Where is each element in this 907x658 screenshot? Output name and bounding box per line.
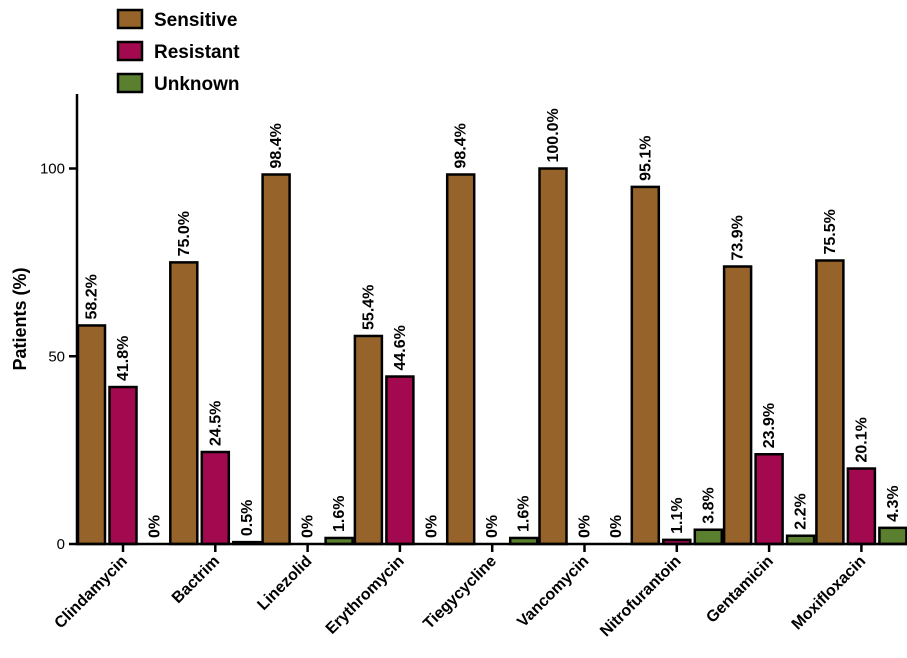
x-tick-label-moxifloxacin: Moxifloxacin	[789, 553, 870, 634]
x-tick-label-vancomycin: Vancomycin	[514, 553, 592, 631]
x-tick-label-linezolid: Linezolid	[254, 553, 315, 614]
data-label-sensitive-nitrofurantoin: 95.1%	[637, 136, 654, 181]
legend-swatch-sensitive	[116, 8, 144, 30]
legend-label-unknown: Unknown	[154, 74, 240, 95]
data-label-sensitive-clindamycin: 58.2%	[84, 274, 101, 319]
data-label-resistant-bactrim: 24.5%	[207, 401, 224, 446]
data-label-unknown-nitrofurantoin: 3.8%	[700, 487, 717, 523]
data-label-unknown-bactrim: 0.5%	[239, 500, 256, 536]
data-label-resistant-nitrofurantoin: 1.1%	[669, 497, 686, 533]
x-tick-label-nitrofurantoin: Nitrofurantoin	[597, 553, 684, 640]
data-label-sensitive-tiegycycline: 98.4%	[453, 123, 470, 168]
data-label-unknown-erythromycin: 0%	[423, 515, 440, 538]
data-label-unknown-clindamycin: 0%	[147, 515, 164, 538]
bar-resistant-erythromycin	[385, 375, 415, 546]
bar-sensitive-erythromycin	[353, 334, 384, 546]
y-tick-label-0: 0	[57, 536, 65, 553]
data-label-unknown-tiegycycline: 1.6%	[516, 496, 533, 532]
legend-label-sensitive: Sensitive	[154, 10, 237, 31]
data-label-unknown-moxifloxacin: 4.3%	[885, 485, 902, 521]
bar-sensitive-clindamycin	[76, 324, 107, 546]
bar-sensitive-vancomycin	[538, 167, 568, 546]
data-label-unknown-vancomycin: 0%	[608, 515, 625, 538]
y-tick-label-50: 50	[48, 348, 65, 365]
legend-swatch-resistant	[116, 40, 144, 62]
bar-unknown-nitrofurantoin	[693, 528, 724, 546]
data-label-sensitive-gentamicin: 73.9%	[730, 215, 747, 260]
data-label-sensitive-moxifloxacin: 75.5%	[822, 209, 839, 254]
data-label-resistant-vancomycin: 0%	[577, 515, 594, 538]
bar-sensitive-linezolid	[261, 173, 291, 546]
data-label-resistant-linezolid: 0%	[300, 515, 317, 538]
bar-sensitive-bactrim	[169, 261, 199, 546]
bar-unknown-moxifloxacin	[878, 526, 907, 546]
bar-resistant-clindamycin	[108, 385, 138, 546]
y-axis-title: Patients (%)	[10, 267, 30, 370]
x-tick-label-tiegycycline: Tiegycycline	[420, 553, 500, 633]
legend: Sensitive Resistant Unknown	[116, 8, 240, 95]
data-labels-layer: 58.2% 41.8% 0% 75.0% 24.5% 0.5% 98.4% 0% 1.6% 55.…	[84, 108, 902, 538]
data-label-sensitive-linezolid: 98.4%	[268, 123, 285, 168]
data-label-unknown-linezolid: 1.6%	[331, 496, 348, 532]
x-tick-label-erythromycin: Erythromycin	[323, 553, 408, 638]
data-label-resistant-gentamicin: 23.9%	[761, 403, 778, 448]
x-tick-label-gentamicin: Gentamicin	[703, 553, 777, 627]
data-label-resistant-moxifloxacin: 20.1%	[853, 417, 870, 462]
y-tick-label-100: 100	[40, 161, 65, 178]
bar-sensitive-moxifloxacin	[815, 259, 845, 546]
data-label-resistant-tiegycycline: 0%	[484, 515, 501, 538]
x-tick-label-clindamycin: Clindamycin	[52, 553, 131, 632]
data-label-sensitive-erythromycin: 55.4%	[360, 285, 377, 330]
data-label-unknown-gentamicin: 2.2%	[793, 493, 810, 529]
bar-resistant-gentamicin	[754, 453, 784, 546]
bars-layer	[76, 167, 907, 546]
bar-sensitive-gentamicin	[722, 265, 753, 546]
bar-sensitive-nitrofurantoin	[630, 185, 661, 546]
x-tick-label-bactrim: Bactrim	[169, 553, 223, 607]
legend-label-resistant: Resistant	[154, 42, 240, 63]
data-label-resistant-erythromycin: 44.6%	[392, 325, 409, 370]
legend-swatch-unknown	[116, 72, 144, 94]
bar-sensitive-tiegycycline	[445, 173, 476, 546]
bar-resistant-moxifloxacin	[846, 467, 877, 546]
data-label-sensitive-vancomycin: 100.0%	[545, 108, 562, 162]
data-label-sensitive-bactrim: 75.0%	[176, 211, 193, 256]
bar-resistant-bactrim	[200, 450, 231, 546]
data-label-resistant-clindamycin: 41.8%	[115, 336, 132, 381]
